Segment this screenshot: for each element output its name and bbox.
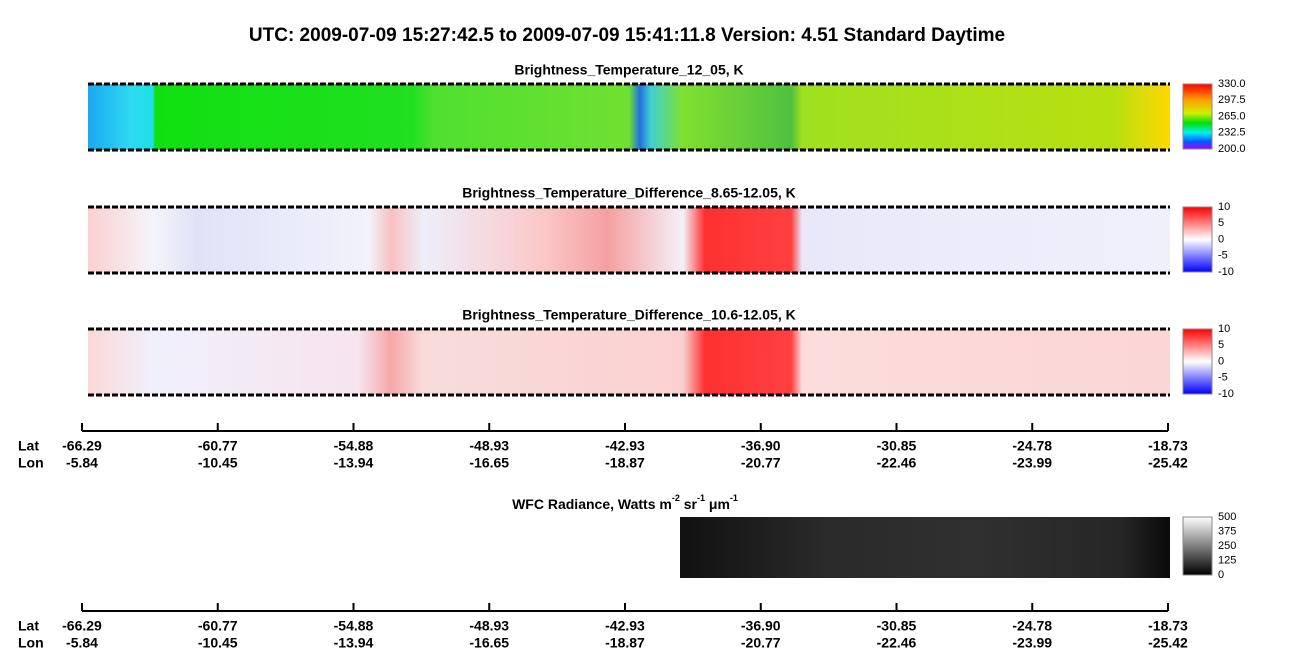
lon-tick-label: -13.94 — [334, 455, 374, 471]
lat-tick-label: -36.90 — [741, 438, 781, 454]
colorbar-label: -5 — [1218, 250, 1228, 262]
title-part: -1 — [730, 493, 738, 503]
colorbar-label: 0 — [1218, 569, 1224, 581]
lat-tick-label: -18.73 — [1148, 438, 1188, 454]
colorbar-label: 10 — [1218, 323, 1230, 335]
title-part: sr — [680, 496, 698, 512]
colorbar-label: -10 — [1218, 266, 1234, 278]
title-part: μm — [705, 496, 730, 512]
lon-tick-label: -18.87 — [605, 455, 645, 471]
wfc-image — [680, 517, 1170, 578]
colorbar-label: 200.0 — [1218, 143, 1246, 155]
lat-tick-label: -48.93 — [469, 618, 509, 634]
lon-tick-label: -5.84 — [66, 455, 98, 471]
lon-tick-label: -10.45 — [198, 635, 238, 651]
panel-image — [88, 84, 1170, 150]
title-part: -1 — [697, 493, 705, 503]
lat-tick-label: -30.85 — [877, 438, 917, 454]
colorbar-label: 0 — [1218, 233, 1224, 245]
colorbar-label: 5 — [1218, 217, 1224, 229]
colorbar-label: 250 — [1218, 540, 1236, 552]
lon-tick-label: -20.77 — [741, 455, 781, 471]
lon-tick-label: -5.84 — [66, 635, 98, 651]
colorbar-label: 265.0 — [1218, 110, 1246, 122]
colorbar — [1182, 516, 1213, 576]
wfc-title: WFC Radiance, Watts m-2 sr-1 μm-1 — [512, 493, 738, 511]
lat-tick-label: -66.29 — [62, 438, 102, 454]
panel-title: Brightness_Temperature_12_05, K — [514, 62, 743, 78]
lat-tick-label: -60.77 — [198, 618, 238, 634]
panel-title: Brightness_Temperature_Difference_10.6-1… — [462, 307, 796, 323]
panel-title: Brightness_Temperature_Difference_8.65-1… — [462, 185, 796, 201]
lon-tick-label: -22.46 — [877, 455, 917, 471]
lon-label: Lon — [18, 455, 44, 471]
lon-tick-label: -25.42 — [1148, 635, 1188, 651]
lat-tick-label: -42.93 — [605, 438, 645, 454]
lon-tick-label: -20.77 — [741, 635, 781, 651]
lon-tick-label: -18.87 — [605, 635, 645, 651]
lon-tick-label: -23.99 — [1012, 635, 1052, 651]
lat-tick-label: -66.29 — [62, 618, 102, 634]
colorbar-label: -10 — [1218, 388, 1234, 400]
colorbar-label: 330.0 — [1218, 78, 1246, 90]
lon-tick-label: -16.65 — [469, 455, 509, 471]
lat-tick-label: -24.78 — [1012, 438, 1052, 454]
lat-label: Lat — [18, 618, 39, 634]
lon-label: Lon — [18, 635, 44, 651]
colorbar — [1182, 206, 1213, 273]
lon-tick-label: -25.42 — [1148, 455, 1188, 471]
colorbar-label: 125 — [1218, 554, 1236, 566]
page-title: UTC: 2009-07-09 15:27:42.5 to 2009-07-09… — [249, 25, 1005, 46]
lat-tick-label: -36.90 — [741, 618, 781, 634]
title-part: -2 — [672, 493, 680, 503]
lat-tick-label: -54.88 — [334, 438, 374, 454]
colorbar-label: 500 — [1218, 511, 1236, 523]
lon-tick-label: -16.65 — [469, 635, 509, 651]
colorbar-label: 5 — [1218, 339, 1224, 351]
panel-image — [88, 207, 1170, 273]
colorbar-label: 297.5 — [1218, 94, 1246, 106]
title-part: WFC Radiance, Watts m — [512, 496, 672, 512]
colorbar-label: 0 — [1218, 355, 1224, 367]
colorbar-label: -5 — [1218, 372, 1228, 384]
lat-tick-label: -24.78 — [1012, 618, 1052, 634]
lat-tick-label: -54.88 — [334, 618, 374, 634]
lon-tick-label: -13.94 — [334, 635, 374, 651]
lon-tick-label: -23.99 — [1012, 455, 1052, 471]
panel-image — [88, 329, 1170, 395]
lat-tick-label: -18.73 — [1148, 618, 1188, 634]
colorbar — [1182, 83, 1213, 150]
lon-tick-label: -10.45 — [198, 455, 238, 471]
lat-tick-label: -48.93 — [469, 438, 509, 454]
lat-tick-label: -60.77 — [198, 438, 238, 454]
lat-tick-label: -42.93 — [605, 618, 645, 634]
lon-tick-label: -22.46 — [877, 635, 917, 651]
colorbar-label: 375 — [1218, 525, 1236, 537]
lat-tick-label: -30.85 — [877, 618, 917, 634]
colorbar-label: 232.5 — [1218, 127, 1246, 139]
colorbar — [1182, 328, 1213, 395]
colorbar-label: 10 — [1218, 201, 1230, 213]
lat-label: Lat — [18, 438, 39, 454]
